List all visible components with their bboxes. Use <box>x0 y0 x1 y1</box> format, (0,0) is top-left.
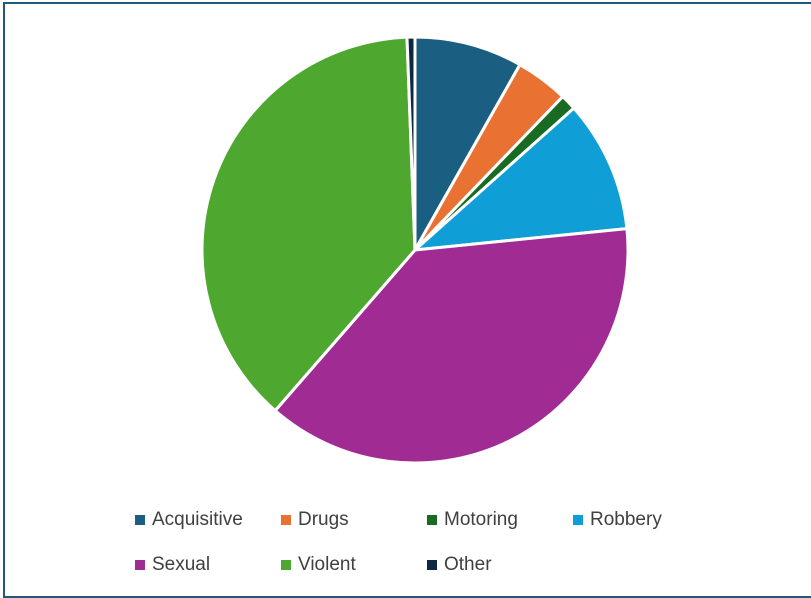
legend-label-violent: Violent <box>298 554 356 575</box>
pie-slice-sexual <box>273 227 630 465</box>
legend-swatch-sexual <box>135 560 145 570</box>
legend-label-acquisitive: Acquisitive <box>152 509 243 530</box>
legend-label-drugs: Drugs <box>298 509 349 530</box>
pie-slice-other <box>405 35 417 252</box>
legend: Acquisitive Drugs Motoring Robbery Sexua… <box>135 507 735 587</box>
pie-chart <box>200 35 630 465</box>
chart-frame: Acquisitive Drugs Motoring Robbery Sexua… <box>3 2 811 598</box>
legend-label-motoring: Motoring <box>444 509 518 530</box>
legend-label-sexual: Sexual <box>152 554 211 575</box>
legend-item-other: Other <box>427 552 492 578</box>
pie-slice-robbery <box>413 106 629 252</box>
legend-swatch-acquisitive <box>135 515 145 525</box>
pie-slice-acquisitive <box>413 35 522 252</box>
legend-item-robbery: Robbery <box>573 507 662 533</box>
legend-swatch-other <box>427 560 437 570</box>
legend-item-sexual: Sexual <box>135 552 210 578</box>
legend-swatch-motoring <box>427 515 437 525</box>
legend-item-motoring: Motoring <box>427 507 518 533</box>
legend-item-acquisitive: Acquisitive <box>135 507 243 533</box>
legend-swatch-drugs <box>281 515 291 525</box>
legend-item-violent: Violent <box>281 552 356 578</box>
pie-slice-violent <box>200 35 417 413</box>
legend-item-drugs: Drugs <box>281 507 349 533</box>
legend-label-other: Other <box>444 554 492 575</box>
legend-swatch-violent <box>281 560 291 570</box>
legend-swatch-robbery <box>573 515 583 525</box>
legend-label-robbery: Robbery <box>590 509 662 530</box>
